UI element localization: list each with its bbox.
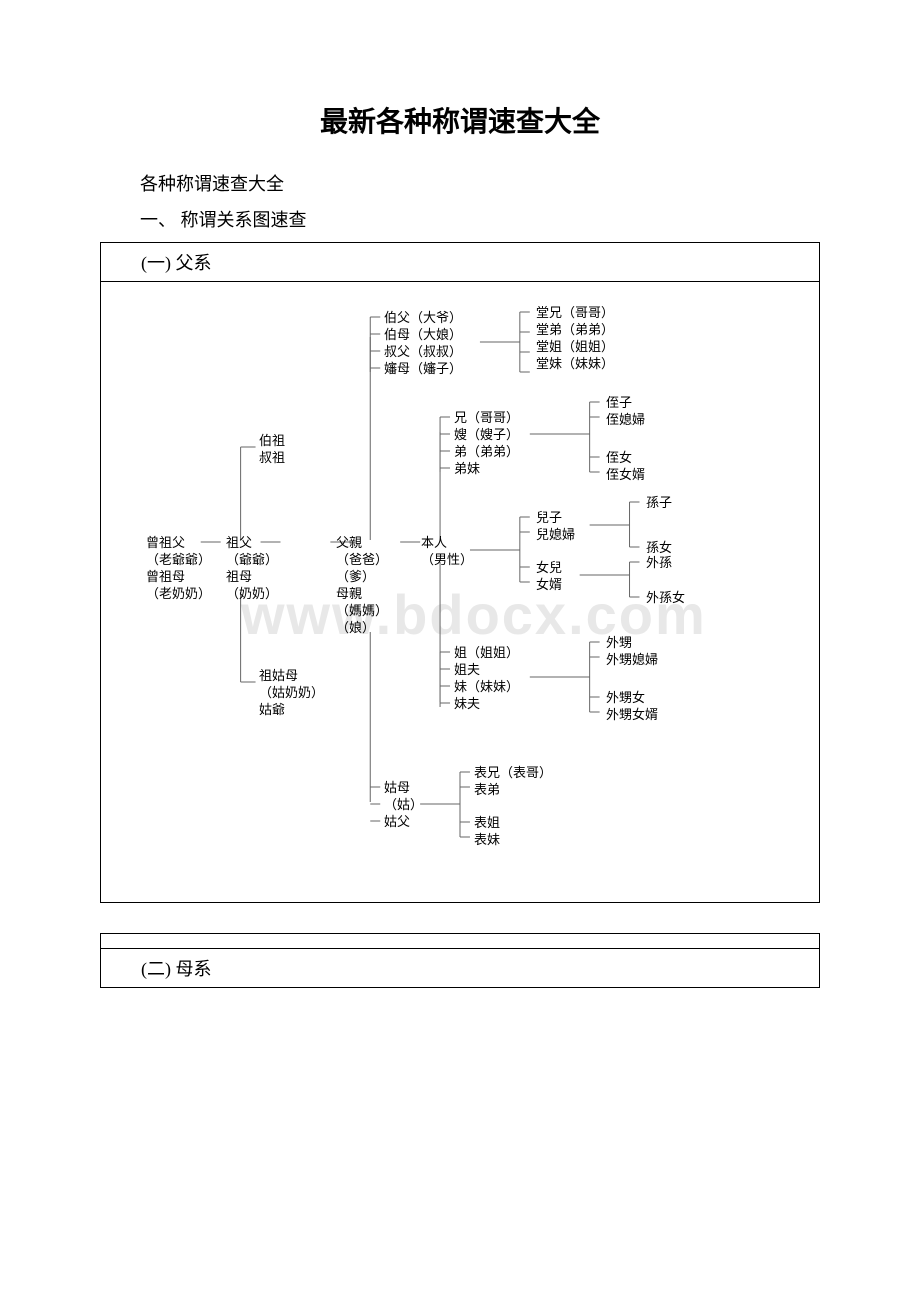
node-jie: 姐（姐姐）姐夫妹（妹妹）妹夫 (454, 644, 519, 712)
node-gumu: 姑母（姑）姑父 (384, 779, 423, 830)
node-waisunnv: 外孫女 (646, 589, 685, 606)
node-zengzufu: 曾祖父（老爺爺）曾祖母（老奶奶） (146, 534, 211, 602)
node-zugumu: 祖姑母（姑奶奶）姑爺 (259, 667, 324, 718)
node-zhizi: 侄子侄媳婦 (606, 394, 645, 428)
section-2-box: (二) 母系 (100, 933, 820, 988)
node-fuqin: 父親（爸爸）（爹）母親（媽媽）（娘） (336, 534, 388, 636)
node-xiong: 兄（哥哥）嫂（嫂子）弟（弟弟）弟妹 (454, 409, 519, 477)
page-title: 最新各种称谓速查大全 (100, 100, 820, 140)
node-waisheng: 外甥外甥媳婦 (606, 634, 658, 668)
section-1-header: (一) 父系 (101, 243, 819, 282)
subtitle-2: 一、 称谓关系图速查 (140, 206, 820, 232)
section-1-box: (一) 父系 www.bdocx.com (100, 242, 820, 903)
node-waishengnv: 外甥女外甥女婿 (606, 689, 658, 723)
node-benren: 本人（男性） (421, 534, 473, 568)
node-zufu: 祖父（爺爺）祖母（奶奶） (226, 534, 278, 602)
node-biaoxiong: 表兄（表哥）表弟 (474, 764, 552, 798)
node-tangxiong: 堂兄（哥哥）堂弟（弟弟）堂姐（姐姐）堂妹（妹妹） (536, 304, 614, 372)
subtitle-1: 各种称谓速查大全 (140, 170, 820, 196)
node-bozushu: 伯祖叔祖 (259, 432, 285, 466)
section-2-header: (二) 母系 (101, 949, 819, 987)
family-tree-diagram: www.bdocx.com (101, 282, 819, 902)
node-waisun: 外孫 (646, 554, 672, 571)
section-2-top-strip (101, 934, 819, 949)
node-sunzi: 孫子 (646, 494, 672, 511)
node-zhinv: 侄女侄女婿 (606, 449, 645, 483)
node-erzi: 兒子兒媳婦 (536, 509, 575, 543)
node-nver: 女兒女婿 (536, 559, 562, 593)
node-bofu: 伯父（大爷）伯母（大娘）叔父（叔叔）嬸母（嬸子） (384, 309, 462, 377)
node-biaojie: 表姐表妹 (474, 814, 500, 848)
